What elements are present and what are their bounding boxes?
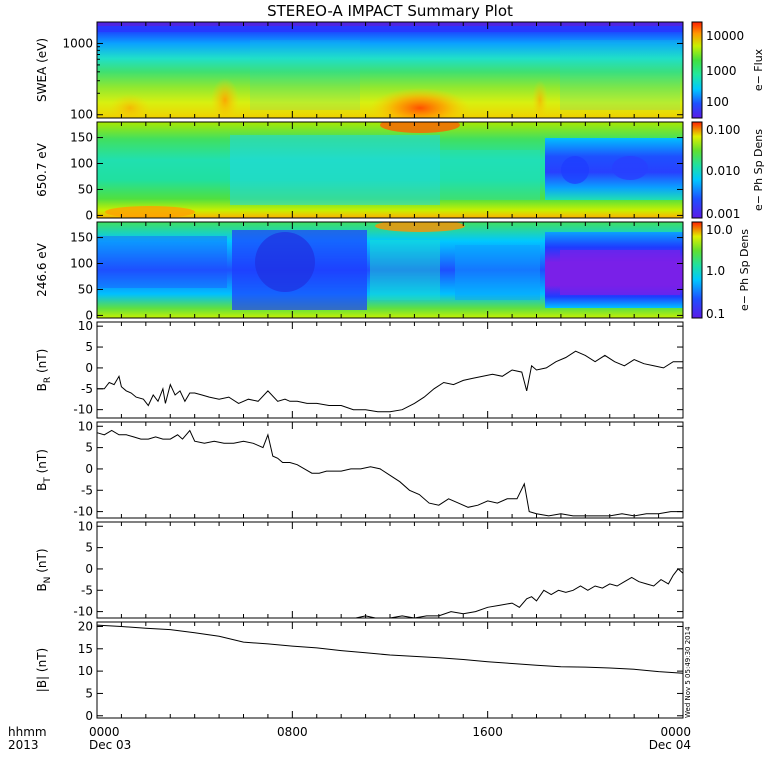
y-axis-label: 246.6 eV <box>35 242 49 297</box>
y-tick-label: 10 <box>78 319 93 333</box>
colorbar-pad-650-label: e− Ph Sp Dens <box>752 129 765 211</box>
time-tick-label: 1600 <box>472 725 503 739</box>
y-tick-label: 0 <box>85 462 93 476</box>
colorbar-flux-tick: 10000 <box>706 29 744 43</box>
pad-246-spectrogram <box>97 222 683 318</box>
colorbar-pad-246-tick: 1.0 <box>706 264 725 278</box>
colorbar-flux <box>691 21 703 119</box>
time-tick-label: 0000 <box>89 725 120 739</box>
y-axis-label: SWEA (eV) <box>35 38 49 102</box>
colorbar-pad-246-label: e− Ph Sp Dens <box>738 229 751 311</box>
time-tick-date: Dec 03 <box>89 738 131 752</box>
y-tick-label: 5 <box>85 686 93 700</box>
series-line <box>97 350 683 413</box>
colorbar-ticks: 10000 1000 100 0.100 0.010 0.001 10.0 1.… <box>706 29 744 321</box>
swea-spectrogram <box>97 22 683 118</box>
colorbar-pad-246-tick: 10.0 <box>706 223 733 237</box>
y-tick-label: -5 <box>81 583 93 597</box>
y-tick-label: 0 <box>85 562 93 576</box>
panel-frame-bmag <box>96 621 684 719</box>
y-tick-label: 5 <box>85 441 93 455</box>
y-tick-label: 100 <box>70 157 93 171</box>
colorbar-pad-650-tick: 0.100 <box>706 123 740 137</box>
y-tick-label: -5 <box>81 483 93 497</box>
colorbar-flux-label: e− Flux <box>752 48 765 91</box>
colorbar-pad-650 <box>691 121 703 219</box>
y-axis-label: BN (nT) <box>35 548 53 591</box>
panel-frame-bn <box>96 521 684 619</box>
pad-650-spectrogram <box>97 122 683 218</box>
series-line <box>355 568 684 619</box>
creation-stamp: Wed Nov 5 05:49:30 2014 <box>684 626 692 718</box>
colorbar-pad-650-tick: 0.010 <box>706 164 740 178</box>
y-tick-label: 150 <box>70 231 93 245</box>
series-line <box>96 624 684 674</box>
y-tick-label: 20 <box>78 619 93 633</box>
y-tick-label: 100 <box>70 257 93 271</box>
y-tick-label: 100 <box>70 108 93 122</box>
y-tick-label: 15 <box>78 642 93 656</box>
y-tick-label: 50 <box>78 182 93 196</box>
colorbar-pad-246 <box>691 221 703 319</box>
time-axis-row2-label: 2013 <box>8 738 39 752</box>
colorbar-pad-246-tick: 0.1 <box>706 307 725 321</box>
y-tick-label: 10 <box>78 664 93 678</box>
y-tick-label: 5 <box>85 340 93 354</box>
y-tick-label: 0 <box>85 308 93 322</box>
y-tick-label: -10 <box>73 403 93 417</box>
y-tick-label: 10 <box>78 419 93 433</box>
y-axis-label: BR (nT) <box>35 349 53 392</box>
y-axis-label: 650.7 eV <box>35 142 49 197</box>
y-tick-label: 50 <box>78 282 93 296</box>
colorbar-flux-tick: 100 <box>706 95 729 109</box>
colorbar-labels: e− Flux e− Ph Sp Dens e− Ph Sp Dens <box>738 48 765 311</box>
y-tick-label: 150 <box>70 131 93 145</box>
panel-frame-br <box>96 321 684 419</box>
time-tick-label: 0800 <box>277 725 308 739</box>
y-tick-label: -10 <box>73 505 93 519</box>
y-tick-label: 1000 <box>62 36 93 50</box>
y-tick-label: 0 <box>85 208 93 222</box>
y-tick-label: 0 <box>85 709 93 723</box>
colorbar-flux-tick: 1000 <box>706 64 737 78</box>
colorbar-pad-650-tick: 0.001 <box>706 207 740 221</box>
y-tick-label: 5 <box>85 541 93 555</box>
y-tick-label: -10 <box>73 605 93 619</box>
y-tick-label: -5 <box>81 382 93 396</box>
series-line <box>96 429 683 517</box>
y-tick-label: 0 <box>85 361 93 375</box>
plot-title: STEREO-A IMPACT Summary Plot <box>267 2 513 20</box>
time-tick-date: Dec 04 <box>649 738 691 752</box>
y-axis-label: |B| (nT) <box>35 648 49 692</box>
time-tick-label: 0000 <box>660 725 691 739</box>
y-axis-label: BT (nT) <box>35 449 53 491</box>
y-tick-label: 10 <box>78 519 93 533</box>
time-axis-row1-label: hhmm <box>8 725 47 739</box>
panel-lines <box>96 350 684 674</box>
